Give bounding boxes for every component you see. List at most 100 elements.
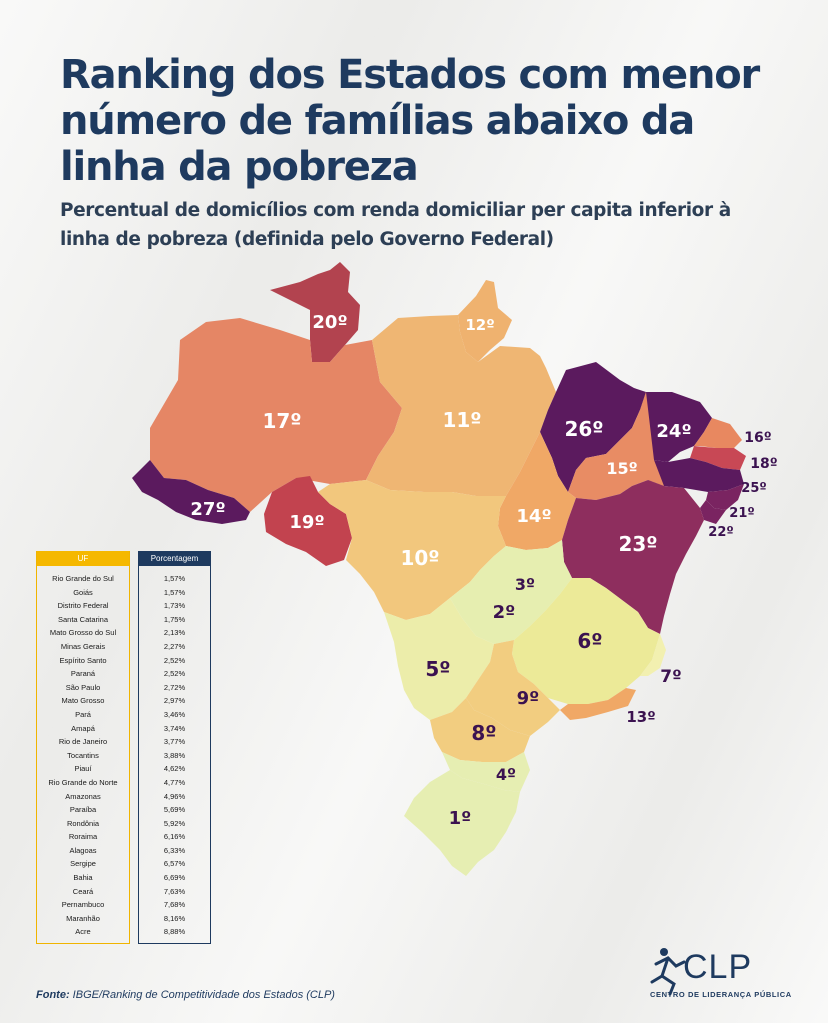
table-row-uf: Bahia bbox=[73, 873, 93, 883]
state-para bbox=[366, 315, 556, 496]
label-ceara: 24º bbox=[656, 421, 691, 442]
state-sergipe bbox=[700, 500, 726, 524]
state-tocantins bbox=[498, 432, 576, 550]
label-minas: 6º bbox=[577, 629, 602, 653]
table-row-pct: 1,57% bbox=[163, 587, 186, 597]
state-parana bbox=[430, 698, 530, 762]
label-rs: 1º bbox=[449, 808, 472, 829]
table-row-uf: Rio de Janeiro bbox=[58, 737, 108, 747]
logo-subtitle: CENTRO DE LIDERANÇA PÚBLICA bbox=[650, 990, 792, 999]
label-paraiba: 18º bbox=[750, 456, 777, 472]
table-row-uf: Paraíba bbox=[69, 805, 97, 815]
label-amapa: 12º bbox=[465, 316, 494, 334]
pct-header: Porcentagem bbox=[139, 551, 210, 566]
table-row-pct: 2,97% bbox=[163, 696, 186, 706]
table-row-uf: Rio Grande do Sul bbox=[52, 574, 114, 583]
table-row-uf: Rondônia bbox=[66, 818, 100, 828]
table-row-uf: Goiás bbox=[73, 587, 93, 597]
state-amazonas bbox=[150, 318, 402, 512]
table-row-pct: 1,73% bbox=[163, 601, 186, 611]
table-row-uf: Espírito Santo bbox=[59, 655, 107, 665]
label-parana: 8º bbox=[471, 721, 496, 745]
state-goias bbox=[450, 540, 572, 644]
state-rj bbox=[560, 688, 636, 720]
table-row-uf: Distrito Federal bbox=[57, 601, 109, 611]
label-piaui: 15º bbox=[606, 459, 637, 478]
label-mato-grosso: 10º bbox=[400, 546, 439, 570]
label-sp: 9º bbox=[517, 688, 540, 709]
label-roraima: 20º bbox=[312, 312, 347, 333]
uf-column: UF Rio Grande do Sul Goiás Distrito Federa… bbox=[36, 551, 130, 945]
table-row-uf: Amazonas bbox=[65, 791, 101, 801]
table-row-pct: 2,27% bbox=[163, 641, 186, 651]
state-mato-grosso bbox=[318, 480, 506, 620]
label-rn: 16º bbox=[744, 430, 771, 446]
label-alagoas: 21º bbox=[729, 506, 754, 521]
uf-header: UF bbox=[37, 551, 129, 566]
label-acre: 27º bbox=[190, 499, 225, 520]
table-row-uf: Minas Gerais bbox=[60, 641, 106, 651]
source-text: IBGE/Ranking de Competitividade dos Esta… bbox=[72, 989, 335, 1001]
label-sergipe: 22º bbox=[708, 525, 733, 540]
state-rs bbox=[404, 770, 520, 876]
state-pernambuco bbox=[648, 458, 744, 492]
table-row-uf: Paraná bbox=[70, 669, 96, 679]
state-roraima bbox=[270, 262, 360, 362]
state-sc bbox=[442, 752, 530, 792]
table-row-pct: 4,77% bbox=[163, 777, 186, 787]
table-row-pct: 5,69% bbox=[163, 805, 186, 815]
table-row-uf: Mato Grosso bbox=[61, 696, 105, 706]
table-row-pct: 2,13% bbox=[163, 628, 186, 638]
uf-rows: Rio Grande do Sul Goiás Distrito Federal Sa… bbox=[37, 566, 129, 943]
table-row-uf: Maranhão bbox=[66, 913, 100, 923]
label-tocantins: 14º bbox=[516, 506, 551, 527]
table-row-pct: 3,88% bbox=[163, 750, 186, 760]
table-row-pct: 6,16% bbox=[163, 832, 186, 842]
label-df: 3º bbox=[515, 575, 535, 594]
table-row-uf: Roraima bbox=[68, 832, 98, 842]
state-maranhao bbox=[540, 362, 646, 492]
logo-name: CLP bbox=[683, 948, 753, 986]
label-rj: 13º bbox=[626, 708, 655, 726]
table-row-uf: Rio Grande do Norte bbox=[48, 777, 118, 787]
label-amazonas: 17º bbox=[262, 409, 301, 433]
table-row-pct: 6,57% bbox=[163, 859, 186, 869]
label-maranhao: 26º bbox=[564, 417, 603, 441]
label-bahia: 23º bbox=[618, 532, 657, 556]
state-paraiba bbox=[690, 446, 746, 470]
source-label: Fonte: bbox=[36, 989, 70, 1001]
source-note: Fonte: IBGE/Ranking de Competitividade d… bbox=[36, 989, 335, 1001]
pct-rows: 1,57% 1,57% 1,73% 1,75% 2,13% 2,27% 2,52% 2,52%… bbox=[139, 566, 210, 943]
table-row-pct: 2,72% bbox=[163, 682, 186, 692]
table-row-pct: 8,88% bbox=[163, 927, 186, 937]
page-title: Ranking dos Estados com menor número de … bbox=[60, 52, 760, 190]
table-row-pct: 8,16% bbox=[163, 913, 186, 923]
state-sp bbox=[466, 640, 560, 736]
state-minas bbox=[512, 578, 660, 704]
table-row-pct: 6,69% bbox=[163, 873, 186, 883]
state-es bbox=[640, 634, 666, 676]
table-row-pct: 3,77% bbox=[163, 737, 186, 747]
table-row-pct: 2,52% bbox=[163, 655, 186, 665]
table-row-pct: 4,96% bbox=[163, 791, 186, 801]
runner-icon bbox=[650, 948, 686, 996]
state-bahia bbox=[562, 480, 704, 634]
label-rondonia: 19º bbox=[289, 512, 324, 533]
table-row-pct: 7,68% bbox=[163, 900, 186, 910]
table-row-uf: Piauí bbox=[74, 764, 92, 774]
table-row-pct: 2,52% bbox=[163, 669, 186, 679]
table-row-uf: Santa Catarina bbox=[57, 614, 109, 624]
state-alagoas bbox=[706, 484, 744, 510]
label-para: 11º bbox=[442, 408, 481, 432]
state-piaui bbox=[568, 392, 664, 500]
page-subtitle: Percentual de domicílios com renda domic… bbox=[60, 200, 731, 250]
table-row-pct: 3,46% bbox=[163, 709, 186, 719]
table-row-pct: 1,57% bbox=[163, 574, 186, 583]
table-row-uf: Alagoas bbox=[69, 845, 97, 855]
label-es: 7º bbox=[660, 667, 681, 687]
table-row-pct: 3,74% bbox=[163, 723, 186, 733]
map-labels: 20º 12º 17º 11º 26º 24º 16º 18º 25º 21º … bbox=[190, 312, 777, 829]
pct-column: Porcentagem 1,57% 1,57% 1,73% 1,75% 2,13% 2,2… bbox=[138, 551, 211, 945]
table-row-uf: Pará bbox=[75, 709, 91, 719]
